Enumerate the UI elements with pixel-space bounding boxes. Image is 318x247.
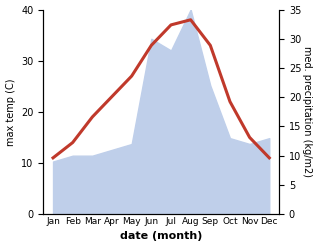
Y-axis label: max temp (C): max temp (C): [5, 78, 16, 145]
X-axis label: date (month): date (month): [120, 231, 202, 242]
Y-axis label: med. precipitation (kg/m2): med. precipitation (kg/m2): [302, 46, 313, 177]
